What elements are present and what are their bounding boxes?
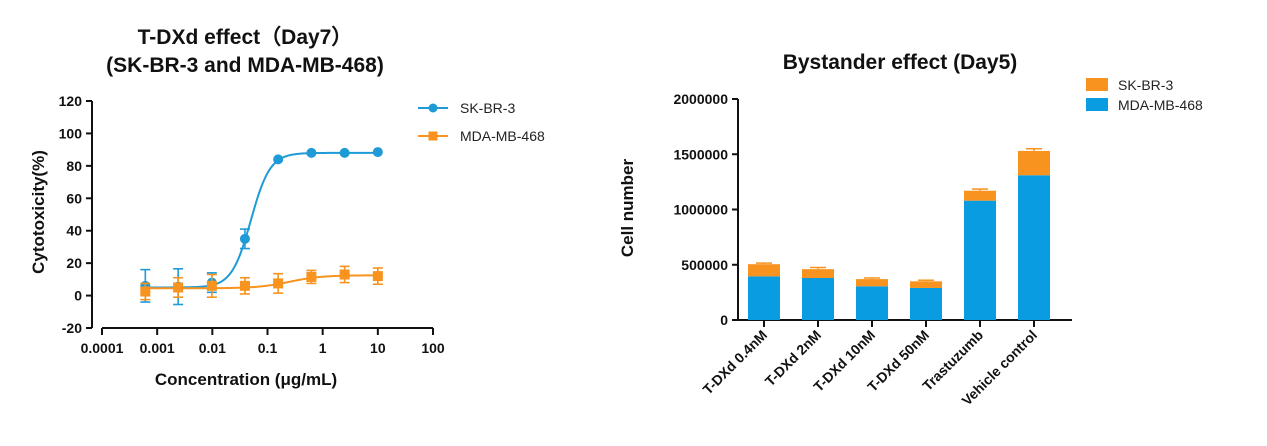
bar-mda-mb-468 [856,286,888,320]
point-marker [206,280,217,291]
bar-sk-br-3 [802,269,834,279]
y-tick-label: 60 [66,190,82,206]
x-tick-label: 0.01 [199,340,226,356]
data-point [173,276,184,298]
bar-sk-br-3 [964,190,996,201]
x-axis-label: Concentration (μg/mL) [155,370,337,389]
point-marker [372,147,383,158]
legend-swatch-mda-mb-468 [1086,98,1108,111]
point-marker [306,271,317,282]
point-marker [140,286,151,297]
x-tick-label: 100 [421,340,445,356]
y-tick-label: 2000000 [673,91,728,107]
axes: -20 0 20 40 60 80 100 120 0.0001 0.001 0.01 0.1 1 10 1… [59,93,445,356]
x-tick-label: T-DXd 0.4nM [699,327,770,398]
point-marker [273,154,284,165]
data-point [273,272,284,294]
legend-marker-mda-mb-468 [428,131,438,141]
legend: SK-BR-3 MDA-MB-468 [1086,77,1203,113]
point-marker [239,280,250,291]
x-tick-label: 0.0001 [81,340,124,356]
point-marker [273,278,284,289]
bar-group [964,188,996,320]
legend-item-sk-br-3: SK-BR-3 [1086,77,1173,93]
bars [748,147,1050,320]
data-point [239,276,250,295]
x-tick-label: 10 [370,340,386,356]
x-tick-label: 1 [319,340,327,356]
legend-label-sk-br-3: SK-BR-3 [460,100,515,116]
y-tick-label: -20 [62,320,82,336]
data-point [372,267,383,286]
y-tick-label: 500000 [681,257,728,273]
fit-curve-sk-br-3 [145,151,378,289]
y-tick-label: 80 [66,158,82,174]
point-marker [173,282,184,293]
chart-title-line-2: (SK-BR-3 and MDA-MB-468) [106,54,384,77]
bar-sk-br-3 [910,281,942,288]
y-tick-label: 40 [66,223,82,239]
y-axis-label: Cytotoxicity(%) [29,150,48,274]
y-tick-label: 120 [59,93,83,109]
data-point [306,269,317,285]
legend-label-sk-br-3: SK-BR-3 [1118,77,1173,93]
bar-sk-br-3 [856,279,888,287]
bar-group [802,266,834,320]
point-marker [339,147,350,158]
fit-curve-mda-mb-468 [145,274,378,290]
x-tick-label: 0.1 [258,340,278,356]
legend-marker-sk-br-3 [428,103,438,113]
point-marker [306,147,317,158]
data-point [206,273,217,298]
point-marker [239,233,250,244]
bar-group [748,262,780,320]
legend-item-sk-br-3: SK-BR-3 [418,100,515,116]
legend-item-mda-mb-468: MDA-MB-468 [418,128,545,144]
data-point [239,228,250,250]
data-point [273,154,284,165]
legend-swatch-sk-br-3 [1086,78,1108,91]
chart-title-line-1: T-DXd effect（Day7） [138,25,353,49]
y-tick-label: 0 [74,288,82,304]
data-point [339,147,350,158]
data-points [140,147,383,306]
dose-response-chart: T-DXd effect（Day7） (SK-BR-3 and MDA-MB-4… [29,25,545,389]
legend-label-mda-mb-468: MDA-MB-468 [460,128,545,144]
bar-group [856,277,888,320]
point-marker [372,271,383,282]
y-tick-label: 0 [720,312,728,328]
bar-group [1018,147,1050,320]
bar-mda-mb-468 [964,200,996,320]
y-tick-label: 100 [59,125,83,141]
legend-label-mda-mb-468: MDA-MB-468 [1118,97,1203,113]
bar-sk-br-3 [1018,150,1050,176]
y-tick-label: 20 [66,255,82,271]
bar-mda-mb-468 [910,287,942,320]
chart-title: Bystander effect (Day5) [783,51,1018,74]
data-point [372,147,383,158]
bar-mda-mb-468 [802,278,834,320]
legend: SK-BR-3 MDA-MB-468 [418,100,545,144]
x-tick-label: 0.001 [140,340,175,356]
bar-group [910,279,942,320]
bar-mda-mb-468 [748,276,780,320]
fit-curves [145,151,378,290]
bystander-bar-chart: Bystander effect (Day5) Cell number 0 500… [618,51,1203,409]
data-point [140,282,151,301]
bar-sk-br-3 [748,264,780,277]
data-point [306,147,317,158]
y-tick-label: 1500000 [673,146,728,162]
legend-item-mda-mb-468: MDA-MB-468 [1086,97,1203,113]
point-marker [339,269,350,280]
y-tick-label: 1000000 [673,202,728,218]
bar-mda-mb-468 [1018,175,1050,320]
data-point [339,265,350,284]
y-axis-label: Cell number [618,159,637,258]
